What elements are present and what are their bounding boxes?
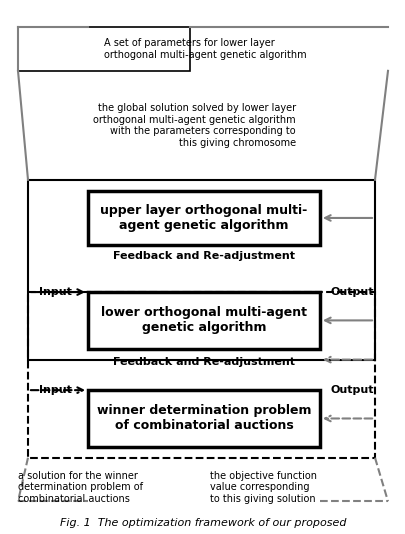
Text: the global solution solved by lower layer
orthogonal multi-agent genetic algorit: the global solution solved by lower laye… [93, 103, 295, 148]
Text: a solution for the winner
determination problem of
combinatorial auctions: a solution for the winner determination … [18, 471, 143, 504]
Text: lower orthogonal multi-agent
genetic algorithm: lower orthogonal multi-agent genetic alg… [101, 307, 306, 334]
Text: Feedback and Re-adjustment: Feedback and Re-adjustment [113, 357, 294, 367]
Bar [18, 27, 190, 71]
Text: Input: Input [38, 385, 71, 395]
Bar [28, 180, 374, 359]
Text: Feedback and Re-adjustment: Feedback and Re-adjustment [113, 251, 294, 261]
Text: A set of parameters for lower layer
orthogonal multi-agent genetic algorithm: A set of parameters for lower layer orth… [104, 38, 306, 60]
Text: upper layer orthogonal multi-
agent genetic algorithm: upper layer orthogonal multi- agent gene… [100, 204, 307, 232]
Bar [88, 292, 319, 349]
Bar [88, 191, 319, 245]
Text: Fig. 1  The optimization framework of our proposed: Fig. 1 The optimization framework of our… [60, 518, 345, 528]
Text: the objective function
value corresponding
to this giving solution: the objective function value correspondi… [209, 471, 316, 504]
Bar [28, 292, 374, 458]
Text: Input: Input [38, 287, 71, 297]
Text: winner determination problem
of combinatorial auctions: winner determination problem of combinat… [96, 404, 311, 433]
Text: Output: Output [329, 287, 373, 297]
Bar [88, 390, 319, 447]
Text: Output: Output [329, 385, 373, 395]
